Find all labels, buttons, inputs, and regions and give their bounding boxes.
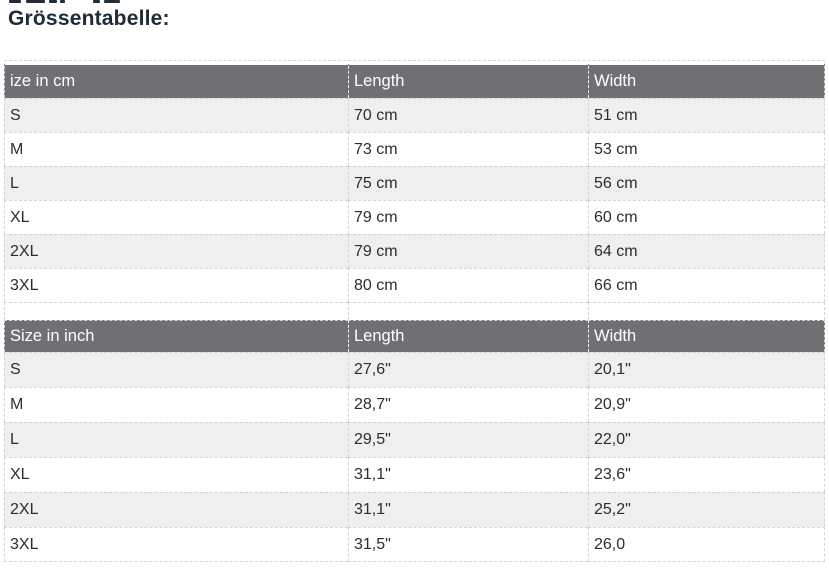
size-cell: 2XL (4, 492, 348, 527)
length-cell: 28,7" (348, 387, 588, 422)
size-cell: 2XL (4, 234, 348, 268)
clipped-text-fragments (0, 0, 829, 3)
size-cell: L (4, 166, 348, 200)
table-row: L 75 cm 56 cm (4, 166, 825, 200)
size-cell: XL (4, 457, 348, 492)
page-title: Grössentabelle: (8, 7, 170, 30)
length-cell: 31,1" (348, 492, 588, 527)
size-table: ize in cm Length Width S 70 cm 51 cm M 7… (4, 60, 825, 562)
length-cell: 29,5" (348, 422, 588, 457)
table-section-spacer (4, 302, 825, 320)
table-row: S 27,6" 20,1" (4, 352, 825, 387)
length-cell: 79 cm (348, 234, 588, 268)
width-cell: 22,0" (588, 422, 825, 457)
size-cell: 3XL (4, 527, 348, 562)
clipped-text-fragment (26, 0, 45, 3)
clipped-text-fragment (9, 0, 21, 3)
size-table-inch-section: Size in inch Length Width S 27,6" 20,1" … (4, 320, 825, 562)
length-cell: 79 cm (348, 200, 588, 234)
table-row: 2XL 31,1" 25,2" (4, 492, 825, 527)
table-header-row-cm: ize in cm Length Width (4, 61, 825, 98)
width-cell: 53 cm (588, 132, 825, 166)
width-cell: 20,9" (588, 387, 825, 422)
clipped-text-fragment (93, 0, 100, 3)
length-cell: 31,5" (348, 527, 588, 562)
spacer-cell (4, 302, 348, 320)
size-cell: S (4, 352, 348, 387)
size-cell: L (4, 422, 348, 457)
header-width-inch: Width (588, 320, 825, 352)
size-cell: M (4, 132, 348, 166)
length-cell: 27,6" (348, 352, 588, 387)
length-cell: 75 cm (348, 166, 588, 200)
spacer-row (4, 302, 825, 320)
spacer-cell (588, 302, 825, 320)
width-cell: 66 cm (588, 268, 825, 302)
header-size-inch: Size in inch (4, 320, 348, 352)
clipped-text-fragment (49, 0, 57, 3)
width-cell: 51 cm (588, 98, 825, 132)
clipped-text-fragment (60, 0, 65, 3)
header-size-cm: ize in cm (4, 61, 348, 98)
size-cell: XL (4, 200, 348, 234)
width-cell: 26,0 (588, 527, 825, 562)
width-cell: 60 cm (588, 200, 825, 234)
size-cell: 3XL (4, 268, 348, 302)
table-row: XL 31,1" 23,6" (4, 457, 825, 492)
width-cell: 25,2" (588, 492, 825, 527)
size-cell: S (4, 98, 348, 132)
table-row: M 73 cm 53 cm (4, 132, 825, 166)
table-header-row-inch: Size in inch Length Width (4, 320, 825, 352)
width-cell: 56 cm (588, 166, 825, 200)
size-table-cm-section: ize in cm Length Width S 70 cm 51 cm M 7… (4, 61, 825, 302)
table-row: XL 79 cm 60 cm (4, 200, 825, 234)
size-cell: M (4, 387, 348, 422)
header-length-inch: Length (348, 320, 588, 352)
width-cell: 64 cm (588, 234, 825, 268)
width-cell: 23,6" (588, 457, 825, 492)
header-width-cm: Width (588, 61, 825, 98)
length-cell: 73 cm (348, 132, 588, 166)
table-row: M 28,7" 20,9" (4, 387, 825, 422)
table-row: L 29,5" 22,0" (4, 422, 825, 457)
spacer-cell (348, 302, 588, 320)
clipped-text-fragment (104, 0, 120, 3)
table-row: 3XL 80 cm 66 cm (4, 268, 825, 302)
length-cell: 31,1" (348, 457, 588, 492)
table-row: 3XL 31,5" 26,0 (4, 527, 825, 562)
table-row: 2XL 79 cm 64 cm (4, 234, 825, 268)
length-cell: 70 cm (348, 98, 588, 132)
table-row: S 70 cm 51 cm (4, 98, 825, 132)
width-cell: 20,1" (588, 352, 825, 387)
length-cell: 80 cm (348, 268, 588, 302)
header-length-cm: Length (348, 61, 588, 98)
